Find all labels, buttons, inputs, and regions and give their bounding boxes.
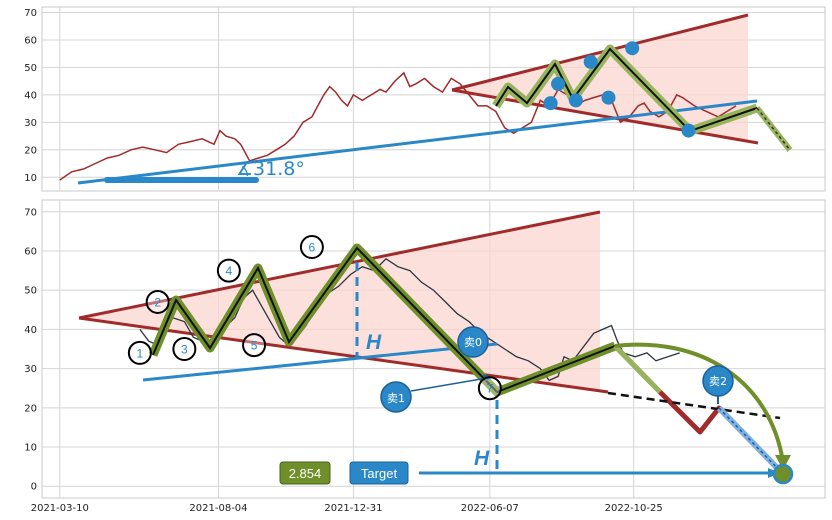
top-pivot-dot bbox=[543, 96, 558, 111]
value-box bbox=[279, 461, 331, 485]
bottom-trend-line bbox=[142, 342, 498, 382]
bottom-y-axis: 0 10 20 30 40 50 60 70 bbox=[24, 207, 37, 492]
pattern-point-circle bbox=[242, 333, 267, 358]
value-box-text: 2.854 bbox=[289, 466, 322, 481]
top-y-tick-label: 70 bbox=[24, 8, 37, 19]
pattern-point-circle bbox=[299, 235, 324, 260]
top-y-tick-label: 50 bbox=[24, 63, 37, 74]
pattern-point-label: 4 bbox=[226, 264, 233, 278]
top-y-axis: 10 20 30 40 50 60 70 bbox=[24, 8, 37, 184]
bottom-y-tick-label: 40 bbox=[24, 325, 37, 336]
projection-green-start bbox=[613, 344, 662, 394]
pattern-point-circle bbox=[216, 258, 241, 283]
target-box-text: Target bbox=[361, 466, 398, 481]
top-y-tick-label: 40 bbox=[24, 90, 37, 101]
target-marker bbox=[772, 463, 794, 485]
height-h-label-1: H bbox=[366, 331, 382, 354]
top-y-tick-label: 30 bbox=[24, 118, 37, 129]
top-panel: 10 20 30 40 50 60 70 ∡31.8° bbox=[24, 6, 826, 192]
bottom-y-tick-label: 10 bbox=[24, 443, 37, 454]
height-h-label-2: H bbox=[474, 447, 490, 470]
bottom-zigzag-core bbox=[152, 246, 616, 394]
top-pivot-dot bbox=[625, 41, 640, 56]
sell1-label: 卖1 bbox=[387, 392, 405, 405]
pattern-point-circle bbox=[477, 376, 502, 401]
target-box bbox=[349, 461, 409, 485]
top-pivot-dot bbox=[551, 76, 566, 91]
bottom-x-tick-label: 2022-06-07 bbox=[461, 503, 519, 514]
sell0-label: 卖0 bbox=[464, 336, 482, 349]
pattern-point-circle bbox=[145, 289, 170, 314]
bottom-y-tick-label: 0 bbox=[31, 482, 37, 493]
bottom-x-tick-label: 2021-12-31 bbox=[324, 503, 382, 514]
top-pivot-dot bbox=[601, 90, 616, 105]
bottom-y-tick-label: 70 bbox=[24, 207, 37, 218]
sell2-label: 卖2 bbox=[709, 375, 727, 388]
pattern-point-label: 1 bbox=[137, 346, 144, 360]
target-arc-arrowhead bbox=[775, 455, 791, 470]
bottom-x-axis: 2021-03-10 2021-08-04 2021-12-31 2022-06-07… bbox=[31, 503, 663, 514]
top-projection-dash bbox=[756, 107, 791, 151]
top-pivot-markers bbox=[543, 41, 696, 138]
bottom-y-tick-label: 20 bbox=[24, 403, 37, 414]
bottom-y-tick-label: 60 bbox=[24, 246, 37, 257]
top-pivot-dot bbox=[583, 54, 598, 69]
sell1-pointer bbox=[410, 377, 488, 392]
bottom-x-tick-label: 2022-10-25 bbox=[605, 503, 663, 514]
pattern-point-circle bbox=[172, 337, 197, 361]
pattern-point-markers: 1 2 3 4 5 6 7 bbox=[127, 235, 502, 401]
bottom-y-tick-label: 50 bbox=[24, 286, 37, 297]
pattern-point-label: 5 bbox=[251, 339, 258, 353]
pattern-point-label: 6 bbox=[309, 241, 316, 255]
top-angle-label: ∡31.8° bbox=[236, 158, 305, 180]
bottom-x-tick-label: 2021-03-10 bbox=[31, 503, 89, 514]
bottom-y-tick-label: 30 bbox=[24, 364, 37, 375]
pattern-point-label: 3 bbox=[181, 343, 188, 357]
pattern-point-label: 2 bbox=[154, 295, 161, 309]
pattern-point-label: 7 bbox=[487, 382, 494, 396]
top-trend-line bbox=[77, 99, 758, 185]
top-price-line bbox=[59, 71, 737, 181]
top-triangle-upper-edge bbox=[451, 13, 749, 92]
sell2-marker bbox=[702, 365, 734, 397]
top-y-tick-label: 20 bbox=[24, 145, 37, 156]
top-y-tick-label: 10 bbox=[24, 173, 37, 184]
sell1-marker bbox=[380, 381, 412, 413]
top-pivot-dot bbox=[568, 93, 583, 108]
lower-edge-extension bbox=[607, 391, 781, 420]
projection-blue-glow bbox=[716, 405, 786, 477]
pattern-point-circle bbox=[127, 340, 152, 365]
sell0-marker bbox=[457, 326, 489, 358]
bottom-x-tick-label: 2021-08-04 bbox=[189, 503, 247, 514]
top-y-tick-label: 60 bbox=[24, 35, 37, 46]
top-pivot-dot bbox=[681, 123, 696, 138]
